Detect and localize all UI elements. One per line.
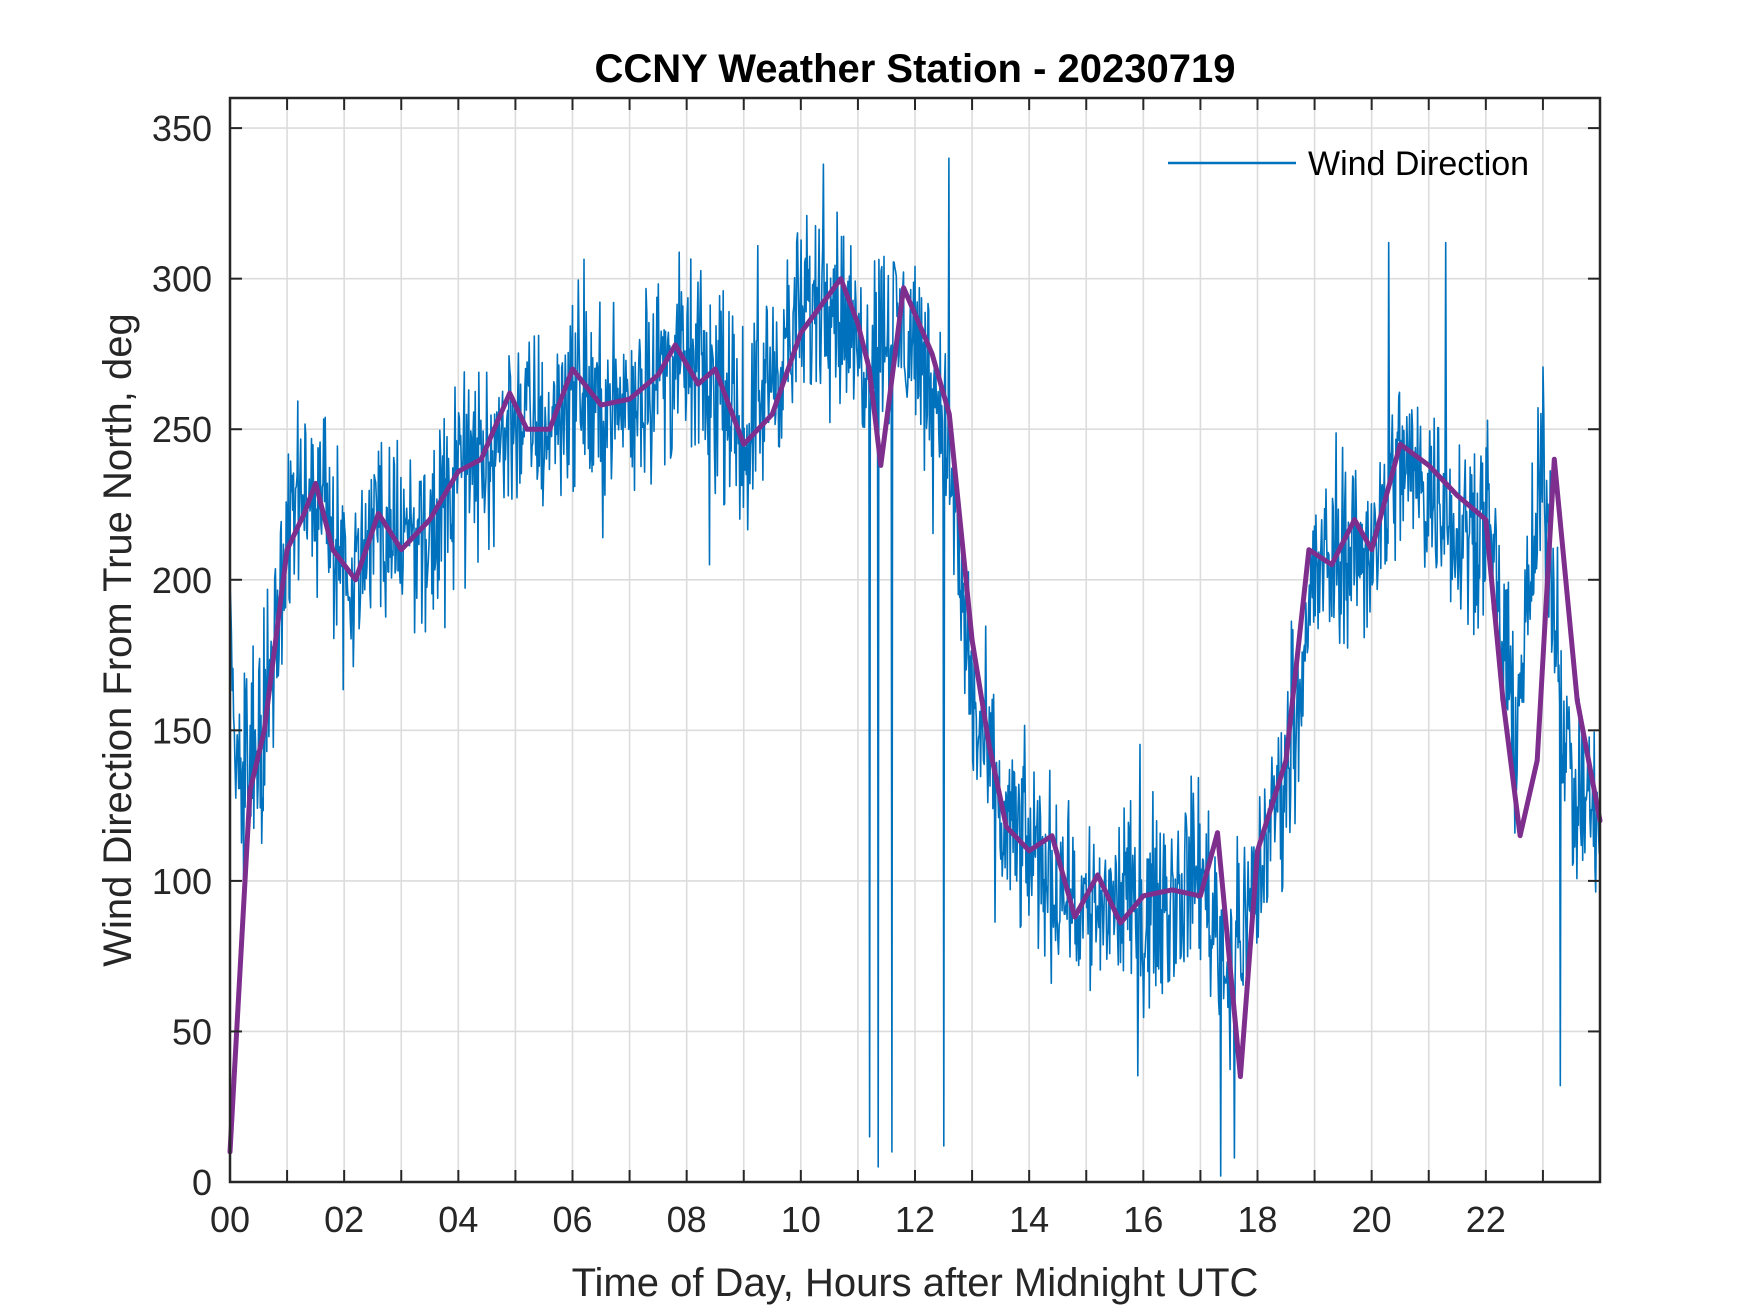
legend: Wind Direction — [1168, 145, 1529, 183]
x-tick-label: 02 — [324, 1199, 364, 1240]
x-tick-label: 12 — [895, 1199, 935, 1240]
y-tick-label: 200 — [152, 560, 212, 601]
series-wind-direction-line — [229, 157, 1601, 1177]
series-smoothed-line — [227, 276, 1603, 1155]
x-axis-label: Time of Day, Hours after Midnight UTC — [572, 1261, 1259, 1305]
y-tick-label: 0 — [192, 1162, 212, 1203]
x-tick-label: 20 — [1352, 1199, 1392, 1240]
y-tick-label: 50 — [172, 1011, 212, 1052]
x-tick-label: 00 — [210, 1199, 250, 1240]
grid-lines — [230, 98, 1600, 1182]
y-tick-label: 100 — [152, 861, 212, 902]
tick-marks — [230, 98, 1600, 1183]
x-tick-label: 16 — [1123, 1199, 1163, 1240]
x-tick-label: 18 — [1237, 1199, 1277, 1240]
x-tick-label: 06 — [552, 1199, 592, 1240]
x-tick-label: 10 — [781, 1199, 821, 1240]
y-tick-label: 150 — [152, 710, 212, 751]
x-tick-label: 08 — [667, 1199, 707, 1240]
tick-labels: 00 02 04 06 08 10 12 14 16 18 20 22 0 50 100 150 200 250 3… — [152, 108, 1506, 1240]
y-tick-label: 300 — [152, 259, 212, 300]
y-tick-label: 250 — [152, 409, 212, 450]
x-tick-label: 14 — [1009, 1199, 1049, 1240]
y-tick-label: 350 — [152, 108, 212, 149]
chart-title: CCNY Weather Station - 20230719 — [595, 47, 1236, 91]
legend-label-wind-direction: Wind Direction — [1308, 145, 1529, 183]
x-tick-label: 04 — [438, 1199, 478, 1240]
x-tick-label: 22 — [1466, 1199, 1506, 1240]
y-axis-label: Wind Direction From True North, deg — [96, 313, 140, 967]
series-layer — [227, 157, 1603, 1177]
